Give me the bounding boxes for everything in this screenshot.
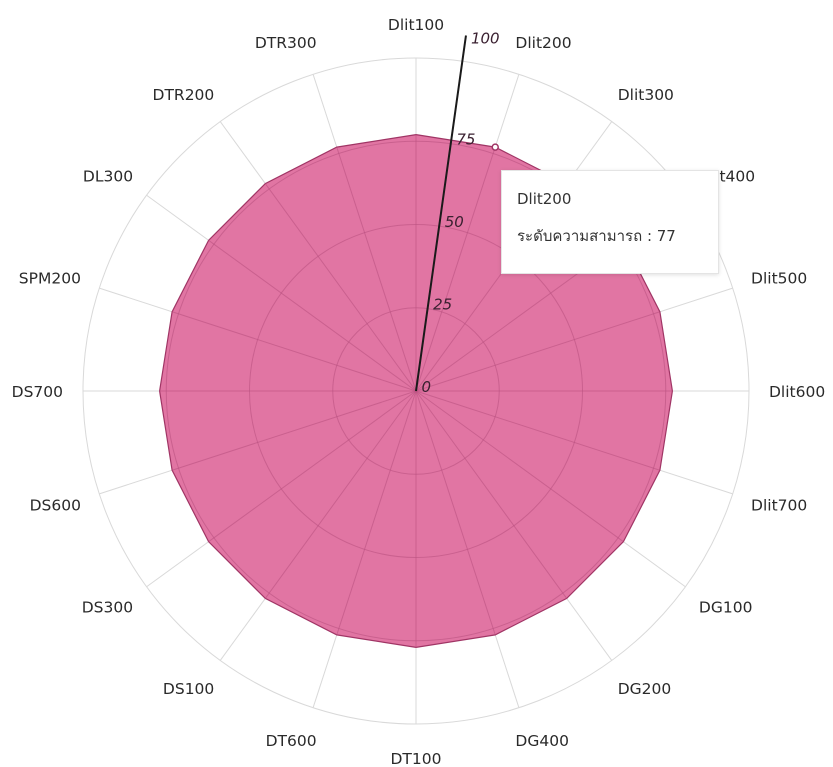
area-spoke [208,239,417,392]
area-spoke [208,390,417,543]
category-label: DS600 [30,496,81,514]
radial-tick-label: 0 [422,378,432,396]
tooltip-separator: : [642,227,657,245]
category-label: DT100 [391,750,442,767]
category-label: Dlit700 [751,496,807,514]
area-spoke [264,183,417,392]
category-label: DTR200 [153,86,215,104]
category-label: DG200 [618,680,672,698]
category-label: Dlit500 [751,270,807,288]
area-spoke [336,390,417,636]
area-spoke [171,390,417,471]
area-spoke [264,390,417,599]
category-labels: Dlit100Dlit200Dlit300Dlit400Dlit500Dlit6… [12,16,826,767]
category-label: DL300 [83,167,133,185]
category-label: Dlit300 [618,86,674,104]
radial-axis-line [415,35,467,392]
tooltip-value-row: ระดับความสามารถ : 77 [517,224,718,248]
tooltip-series-label: ระดับความสามารถ [517,227,643,245]
area-spoke [171,311,417,392]
category-label: DG100 [699,599,753,617]
category-label: DS700 [12,383,63,401]
category-label: DS100 [163,680,214,698]
area-spoke [415,390,624,543]
category-label: Dlit200 [515,34,571,52]
category-label: DS300 [82,599,133,617]
radial-tick-label: 50 [445,213,464,231]
area-spoke [415,311,661,392]
tooltip: Dlit200 ระดับความสามารถ : 77 [501,170,719,274]
area-spoke [415,390,661,471]
category-label: DT600 [266,732,317,750]
category-label: Dlit100 [388,16,444,34]
data-point-highlight [491,143,499,151]
radial-tick-label: 100 [471,29,500,47]
tooltip-value: 77 [656,227,676,245]
category-label: Dlit600 [769,383,825,401]
radial-tick-label: 25 [433,296,452,314]
category-label: SPM200 [19,270,81,288]
area-spoke [336,146,417,392]
tooltip-category: Dlit200 [517,190,572,208]
category-label: DTR300 [255,34,317,52]
area-spoke [415,390,496,636]
radial-tick-label: 75 [456,131,475,149]
category-label: DG400 [515,732,569,750]
radial-axis: 0 25 50 75 100 [415,29,500,396]
area-spoke [415,146,496,392]
area-spoke [415,390,568,599]
